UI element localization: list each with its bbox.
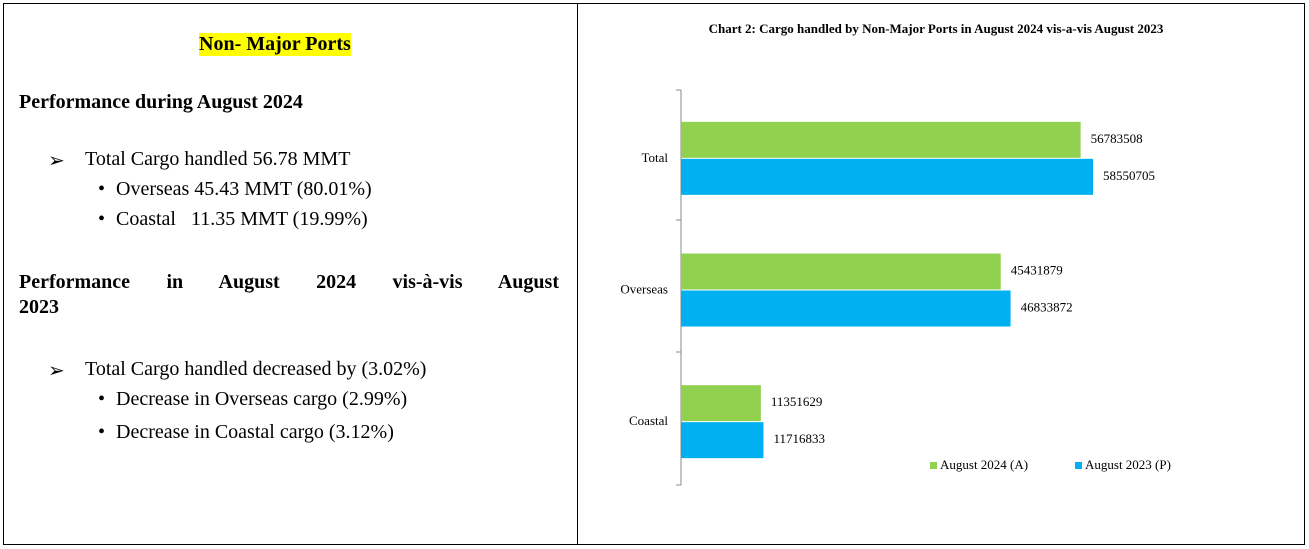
bullet-dot: • (98, 388, 106, 410)
list-item: Total Cargo handled 56.78 MMT (85, 148, 351, 170)
table-border (3, 3, 1305, 545)
bar (681, 385, 761, 422)
data-label: 56783508 (1091, 131, 1143, 146)
bar (681, 422, 764, 459)
bullet-arrow: ➢ (48, 150, 65, 172)
legend-swatch (1075, 462, 1082, 469)
list-item: Total Cargo handled decreased by (3.02%) (85, 358, 427, 380)
bullet-dot: • (98, 178, 106, 200)
category-label: Overseas (620, 281, 668, 296)
category-label: Coastal (629, 413, 668, 428)
section-title: Non- Major Ports (199, 33, 351, 56)
data-label: 11351629 (771, 394, 823, 409)
category-label: Total (641, 150, 668, 165)
list-subitem: Decrease in Coastal cargo (3.12%) (116, 421, 394, 443)
list-subitem: Decrease in Overseas cargo (2.99%) (116, 388, 408, 410)
legend-label: August 2023 (P) (1085, 457, 1171, 472)
chart: Chart 2: Cargo handled by Non-Major Port… (620, 21, 1171, 486)
bullet-arrow: ➢ (48, 360, 65, 382)
data-label: 46833872 (1021, 299, 1073, 314)
legend-swatch (930, 462, 937, 469)
bar (681, 253, 1001, 290)
heading: Performance in August 2024 vis-à-vis Aug… (19, 271, 559, 293)
chart-title: Chart 2: Cargo handled by Non-Major Port… (709, 21, 1164, 36)
data-label: 45431879 (1011, 262, 1063, 277)
list-subitem: Coastal 11.35 MMT (19.99%) (116, 208, 368, 230)
heading: 2023 (19, 296, 59, 318)
bullet-dot: • (98, 421, 106, 443)
column-divider (577, 3, 578, 545)
data-label: 58550705 (1103, 168, 1155, 183)
data-label: 11716833 (773, 431, 825, 446)
list-subitem: Overseas 45.43 MMT (80.01%) (116, 178, 372, 200)
bar (681, 290, 1011, 327)
bullet-dot: • (98, 208, 106, 230)
legend-label: August 2024 (A) (940, 457, 1028, 472)
heading: Performance during August 2024 (19, 91, 303, 113)
bar (681, 121, 1081, 158)
bar (681, 158, 1094, 195)
